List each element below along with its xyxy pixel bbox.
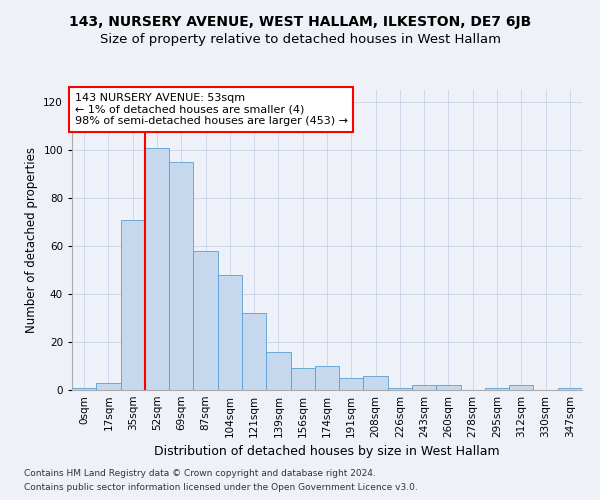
Bar <box>436 385 461 390</box>
Bar <box>72 388 96 390</box>
Bar <box>266 352 290 390</box>
Bar <box>364 376 388 390</box>
Bar <box>218 275 242 390</box>
Bar <box>96 383 121 390</box>
Text: Contains HM Land Registry data © Crown copyright and database right 2024.: Contains HM Land Registry data © Crown c… <box>24 468 376 477</box>
Bar <box>290 368 315 390</box>
Bar <box>169 162 193 390</box>
Text: Contains public sector information licensed under the Open Government Licence v3: Contains public sector information licen… <box>24 484 418 492</box>
Bar <box>509 385 533 390</box>
Y-axis label: Number of detached properties: Number of detached properties <box>25 147 38 333</box>
Bar <box>145 148 169 390</box>
Bar <box>339 378 364 390</box>
Bar <box>558 388 582 390</box>
X-axis label: Distribution of detached houses by size in West Hallam: Distribution of detached houses by size … <box>154 446 500 458</box>
Bar <box>315 366 339 390</box>
Text: 143, NURSERY AVENUE, WEST HALLAM, ILKESTON, DE7 6JB: 143, NURSERY AVENUE, WEST HALLAM, ILKEST… <box>69 15 531 29</box>
Bar <box>485 388 509 390</box>
Text: Size of property relative to detached houses in West Hallam: Size of property relative to detached ho… <box>100 32 500 46</box>
Bar <box>121 220 145 390</box>
Bar <box>388 388 412 390</box>
Bar <box>242 313 266 390</box>
Bar <box>412 385 436 390</box>
Text: 143 NURSERY AVENUE: 53sqm
← 1% of detached houses are smaller (4)
98% of semi-de: 143 NURSERY AVENUE: 53sqm ← 1% of detach… <box>74 93 347 126</box>
Bar <box>193 251 218 390</box>
